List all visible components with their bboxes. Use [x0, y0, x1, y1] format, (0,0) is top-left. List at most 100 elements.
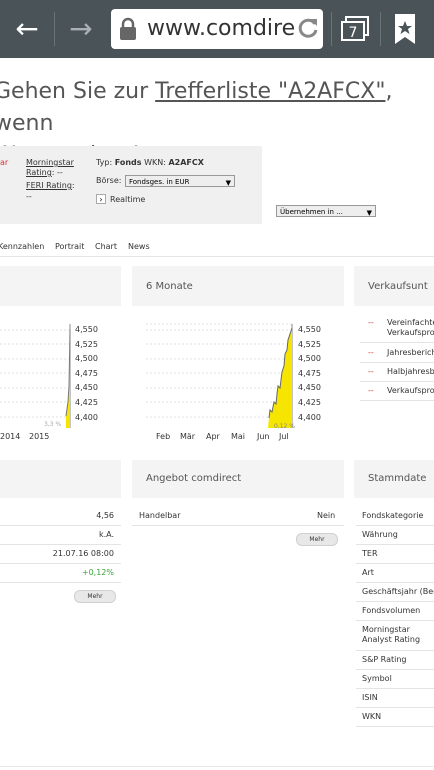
morningstar-rating-link[interactable]: Morningstar — [26, 158, 74, 167]
stammdaten-label: Morningstar — [362, 625, 410, 634]
stammdaten-label: Art — [362, 568, 374, 577]
tab-news[interactable]: News — [128, 242, 150, 251]
long-term-chart — [0, 324, 71, 428]
back-arrow-icon[interactable]: ← — [15, 12, 39, 45]
feri-rating-link[interactable]: FERI Rating — [26, 181, 72, 190]
divider — [0, 544, 121, 545]
y-tick: 4,450 — [298, 383, 321, 393]
x-tick: Jun — [257, 432, 270, 441]
divider — [360, 381, 434, 382]
trefferliste-link[interactable]: Trefferliste "A2AFCX" — [155, 79, 386, 104]
divider — [356, 688, 434, 689]
tab-chart[interactable]: Chart — [95, 242, 117, 251]
toolbar-divider — [54, 12, 55, 46]
headline-suffix: , wenn — [0, 79, 393, 136]
tab-kennzahlen[interactable]: Kennzahlen — [0, 242, 45, 251]
y-tick: 4,525 — [75, 339, 98, 349]
nav-divider — [0, 256, 434, 257]
bookmark-icon[interactable] — [392, 13, 418, 45]
typ-label: Typ: — [96, 158, 113, 167]
divider — [356, 582, 434, 583]
chart-card-body — [0, 306, 121, 446]
six-month-chart — [146, 323, 293, 428]
stammdaten-label: S&P Rating — [362, 655, 407, 664]
address-bar[interactable]: www.comdire — [111, 9, 323, 49]
bullet: -- — [368, 348, 374, 357]
lock-icon — [120, 17, 136, 40]
y-tick: 4,450 — [75, 383, 98, 393]
chevron-right-icon[interactable]: › — [96, 194, 106, 204]
y-tick: 4,400 — [75, 412, 98, 422]
x-tick: Mai — [231, 432, 246, 441]
six-month-title: 6 Monate — [146, 281, 193, 292]
chart-card-header — [0, 266, 121, 306]
handelbar-value: Nein — [317, 511, 336, 520]
x-tick: 2015 — [29, 432, 50, 441]
angebot-mehr-button[interactable]: Mehr — [296, 533, 338, 546]
tabs-icon[interactable]: 7 — [340, 16, 370, 42]
headline-prefix: Gehen Sie zur — [0, 79, 156, 104]
y-tick: 4,425 — [298, 398, 321, 407]
reload-icon[interactable] — [295, 15, 321, 41]
stammdaten-title: Stammdate — [368, 473, 427, 484]
verkauf-link-0[interactable]: Vereinfachte — [387, 318, 434, 327]
y-tick: 4,550 — [75, 325, 98, 334]
realtime-label[interactable]: Realtime — [110, 195, 146, 204]
stammdaten-label: Fondskategorie — [362, 511, 424, 520]
divider — [356, 650, 434, 651]
stammdaten-label: TER — [362, 549, 378, 558]
divider — [356, 525, 434, 526]
rating-link[interactable]: Rating — [26, 168, 52, 177]
x-tick: Jul — [279, 432, 289, 441]
boerse-selected: Fondsges. in EUR — [129, 178, 190, 186]
toolbar-divider — [380, 12, 381, 46]
bullet: -- — [368, 367, 374, 376]
quote-mehr-button[interactable]: Mehr — [74, 590, 116, 603]
y-tick: 4,550 — [298, 325, 321, 334]
toolbar-divider — [331, 12, 332, 46]
x-tick: 2014 — [0, 432, 21, 441]
divider — [356, 601, 434, 602]
angebot-title: Angebot comdirect — [146, 473, 242, 484]
stammdaten-label: Symbol — [362, 674, 392, 683]
verkauf-title: Verkaufsunt — [368, 281, 428, 292]
y-tick: 4,525 — [298, 339, 321, 349]
page-bottom-divider — [0, 766, 434, 767]
y-tick: 4,500 — [75, 354, 98, 364]
boerse-label: Börse: — [96, 176, 122, 185]
verkauf-link-3[interactable]: Verkaufspro — [387, 386, 434, 395]
forward-arrow-icon[interactable]: → — [69, 12, 93, 45]
divider — [132, 525, 344, 526]
typ-value: Fonds — [114, 158, 142, 167]
verkauf-link-2[interactable]: Halbjahresb — [387, 367, 434, 376]
chart-note: 0,12 % — [274, 423, 295, 430]
uebernehmen-select[interactable]: Übernehmen in ... ▼ — [276, 205, 376, 217]
quote-value-0: 4,56 — [96, 511, 114, 520]
stammdaten-label: Geschäftsjahr (Beg — [362, 587, 434, 596]
url-text: www.comdire — [147, 16, 296, 41]
verkauf-link-0-line2[interactable]: Verkaufspro — [387, 328, 434, 337]
bullet: -- — [368, 386, 374, 395]
quote-value-1: k.A. — [98, 530, 114, 539]
handelbar-label: Handelbar — [139, 511, 181, 520]
y-tick: 4,475 — [298, 368, 321, 378]
stammdaten-label: Fondsvolumen — [362, 606, 421, 615]
quote-card-header — [0, 460, 121, 498]
divider — [356, 544, 434, 545]
feri-rating-value: -- — [26, 192, 32, 201]
divider — [360, 342, 434, 343]
tab-portrait[interactable]: Portrait — [55, 242, 85, 251]
angebot-card-header — [132, 460, 344, 498]
x-tick: Apr — [206, 432, 220, 441]
verkauf-link-1[interactable]: Jahresbericht — [387, 348, 434, 357]
tab-count: 7 — [349, 25, 358, 41]
divider — [0, 582, 121, 583]
browser-toolbar: ← → www.comdire 7 — [0, 0, 434, 58]
verkauf-card-header — [354, 266, 434, 306]
stammdaten-label: ISIN — [362, 693, 378, 702]
stammdaten-label: Währung — [362, 530, 398, 539]
six-month-card-header — [132, 266, 344, 306]
dropdown-arrow-icon: ▼ — [366, 209, 372, 217]
divider — [356, 669, 434, 670]
boerse-select[interactable]: Fondsges. in EUR ▼ — [125, 175, 235, 187]
